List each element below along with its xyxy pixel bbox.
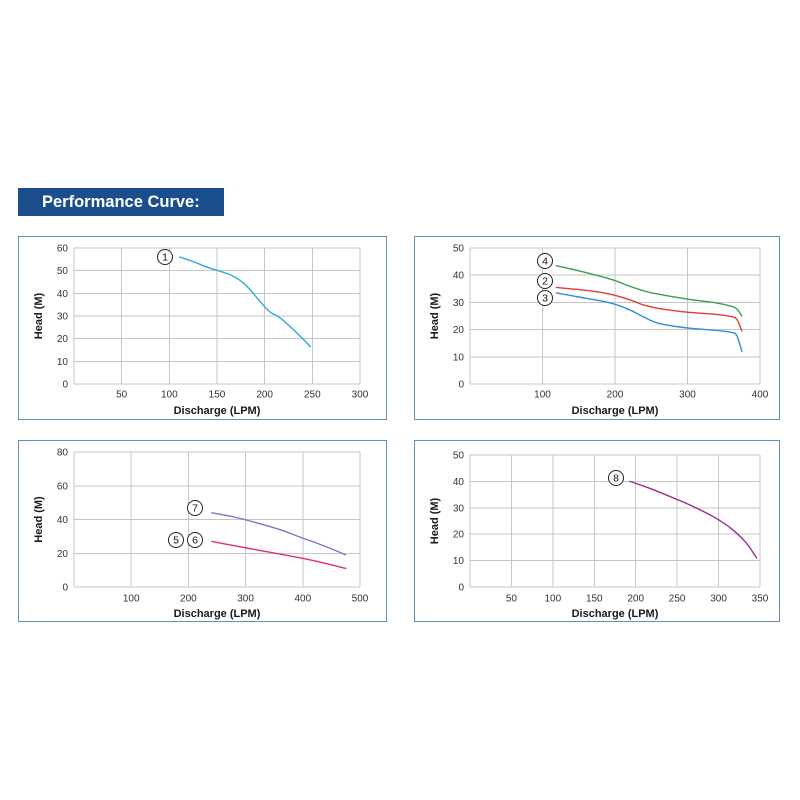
curve-3 (555, 292, 743, 353)
y-tick-label: 0 (458, 380, 464, 391)
y-tick-label: 50 (453, 244, 465, 255)
y-tick-label: 40 (57, 515, 69, 526)
x-tick-label: 250 (304, 390, 321, 401)
curve-label-circle (537, 253, 553, 269)
chart-panel-top-left: 50 100 150 200 250 300 0 10 20 30 40 50 60 Discharge … (18, 236, 387, 420)
x-axis-title: Discharge (LPM) (174, 608, 261, 620)
y-axis-title: Head (M) (429, 497, 441, 544)
curve-2 (555, 286, 743, 332)
y-axis-title: Head (M) (33, 496, 45, 543)
x-tick-label: 100 (534, 390, 551, 401)
x-tick-label: 150 (209, 390, 226, 401)
y-tick-label: 10 (453, 556, 465, 567)
y-tick-label: 20 (57, 549, 69, 560)
grid (73, 247, 361, 385)
x-tick-label: 300 (679, 390, 696, 401)
curve-label-2: 2 (537, 273, 553, 289)
performance-chart-4: 50 100 150 200 250 300 350 0 10 20 30 40 50 Discharge… (429, 451, 769, 621)
x-tick-label: 350 (752, 594, 769, 605)
curve-label-number: 8 (613, 473, 619, 485)
x-tick-label: 200 (180, 594, 197, 605)
curve-label-circle (187, 532, 203, 548)
x-tick-label: 100 (545, 594, 562, 605)
x-tick-label: 300 (352, 390, 369, 401)
y-axis-title: Head (M) (33, 292, 45, 339)
curve-label-6: 6 (187, 532, 203, 548)
y-tick-label: 40 (453, 477, 465, 488)
curve-label-circle (537, 273, 553, 289)
curve-label-8: 8 (608, 470, 624, 486)
y-tick-label: 40 (453, 271, 465, 282)
x-axis-title: Discharge (LPM) (572, 405, 659, 417)
y-tick-label: 0 (458, 583, 464, 594)
x-tick-label: 400 (752, 390, 769, 401)
curve-8 (629, 480, 758, 559)
curve-label-4: 4 (537, 253, 553, 269)
section-title: Performance Curve: (42, 193, 200, 211)
y-tick-label: 30 (453, 503, 465, 514)
x-axis-title: Discharge (LPM) (572, 608, 659, 620)
x-tick-label: 300 (710, 594, 727, 605)
chart-panel-bottom-right: 50 100 150 200 250 300 350 0 10 20 30 40 50 Discharge… (414, 440, 780, 622)
x-tick-label: 300 (237, 594, 254, 605)
chart-panel-top-right: 100 200 300 400 0 10 20 30 40 50 Discharge (LPM) He… (414, 236, 780, 420)
x-axis-title: Discharge (LPM) (174, 405, 261, 417)
x-tick-label: 50 (506, 594, 518, 605)
grid (469, 247, 761, 385)
y-tick-label: 30 (57, 312, 69, 323)
curve-label-circle (537, 290, 553, 306)
y-tick-label: 10 (453, 352, 465, 363)
x-tick-label: 50 (116, 390, 128, 401)
curve-7 (211, 512, 347, 556)
x-tick-label: 250 (669, 594, 686, 605)
performance-chart-1: 50 100 150 200 250 300 0 10 20 30 40 50 60 Discharge … (33, 244, 369, 418)
y-tick-label: 20 (453, 530, 465, 541)
x-tick-label: 200 (627, 594, 644, 605)
curve-label-number: 5 (173, 535, 179, 547)
curve-label-number: 4 (542, 256, 548, 268)
x-tick-label: 100 (123, 594, 140, 605)
x-tick-label: 200 (607, 390, 624, 401)
curve-label-7: 7 (187, 500, 203, 516)
y-tick-label: 40 (57, 289, 69, 300)
y-tick-label: 0 (62, 583, 68, 594)
curve-label-number: 3 (542, 293, 548, 305)
y-tick-label: 30 (453, 298, 465, 309)
grid (73, 451, 361, 588)
performance-chart-3: 100 200 300 400 500 0 20 40 60 80 Discharge (LPM) H… (33, 448, 369, 621)
curve-1 (179, 256, 312, 348)
performance-chart-2: 100 200 300 400 0 10 20 30 40 50 Discharge (LPM) He… (429, 244, 769, 418)
y-tick-label: 60 (57, 481, 69, 492)
y-tick-label: 20 (453, 325, 465, 336)
y-tick-label: 10 (57, 357, 69, 368)
curve-label-number: 1 (162, 252, 168, 264)
x-tick-label: 400 (294, 594, 311, 605)
chart-panel-bottom-left: 100 200 300 400 500 0 20 40 60 80 Discharge (LPM) H… (18, 440, 387, 622)
curve-label-circle (157, 249, 173, 265)
x-tick-label: 150 (586, 594, 603, 605)
y-axis-title: Head (M) (429, 292, 441, 339)
y-tick-label: 0 (62, 380, 68, 391)
y-tick-label: 80 (57, 448, 69, 459)
y-tick-label: 60 (57, 244, 69, 255)
curve-label-number: 2 (542, 276, 548, 288)
curve-label-5: 5 (168, 532, 184, 548)
curve-label-number: 6 (192, 535, 198, 547)
x-tick-label: 200 (256, 390, 273, 401)
curve-5-6 (211, 540, 347, 570)
y-tick-label: 50 (57, 266, 69, 277)
y-tick-label: 50 (453, 451, 465, 462)
curve-label-circle (187, 500, 203, 516)
curve-label-circle (168, 532, 184, 548)
curve-label-circle (608, 470, 624, 486)
x-tick-label: 100 (161, 390, 178, 401)
curve-label-1: 1 (157, 249, 173, 265)
curve-label-number: 7 (192, 503, 198, 515)
y-tick-label: 20 (57, 334, 69, 345)
curve-label-3: 3 (537, 290, 553, 306)
section-banner: Performance Curve: (18, 188, 224, 216)
x-tick-label: 500 (352, 594, 369, 605)
curve-4 (555, 265, 743, 317)
